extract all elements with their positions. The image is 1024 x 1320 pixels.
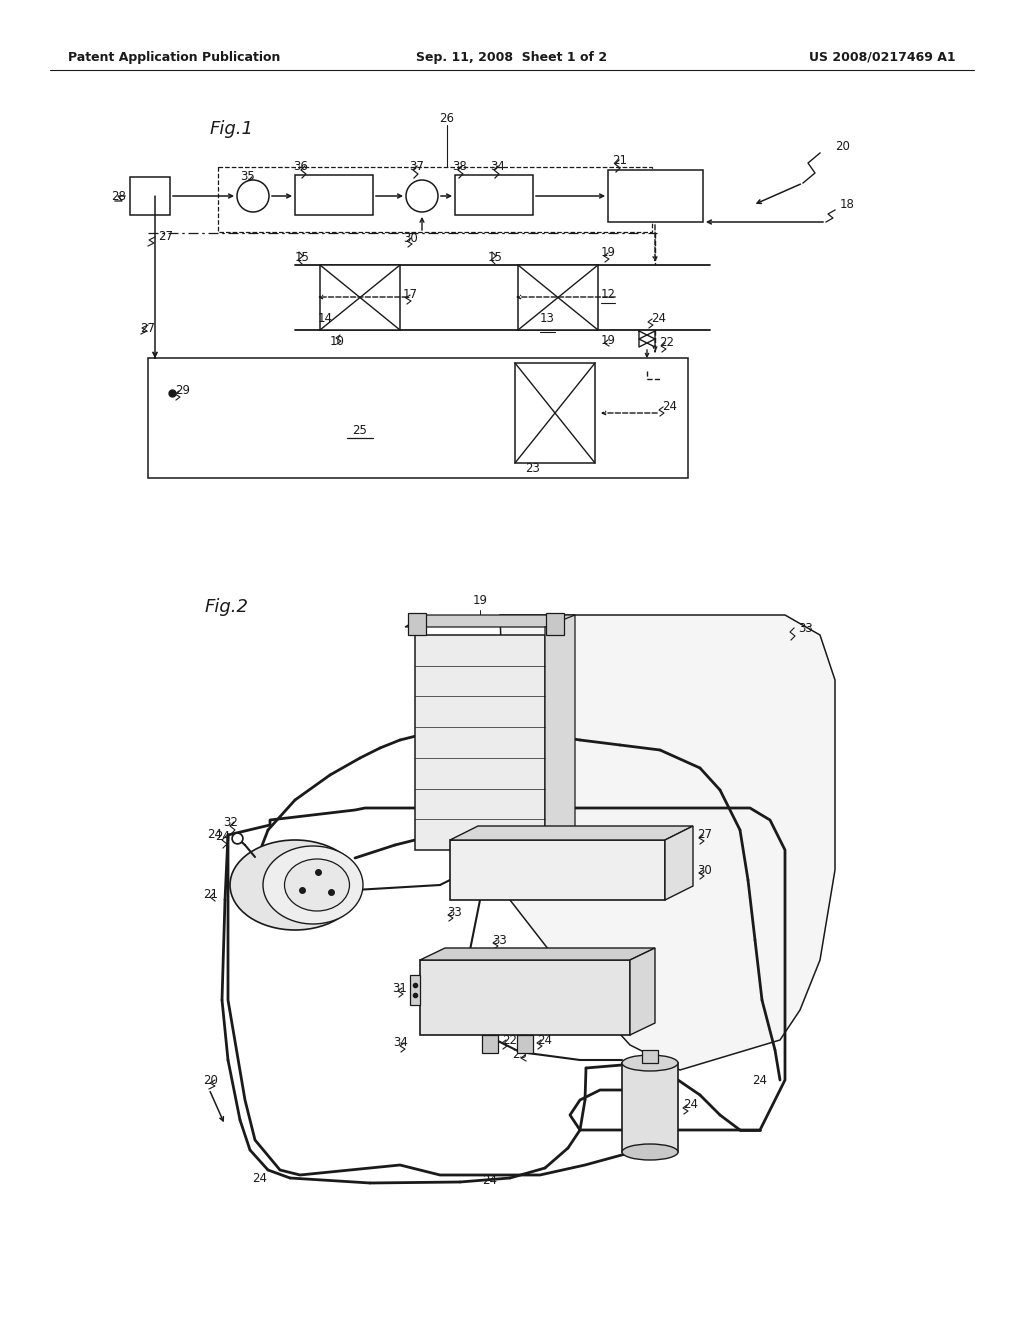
Text: 30: 30 [403,231,418,244]
Text: 27: 27 [140,322,155,334]
Ellipse shape [230,840,360,931]
Bar [130,177,170,215]
Text: 24: 24 [683,1098,698,1111]
Text: 21: 21 [612,153,627,166]
Text: 26: 26 [439,111,455,124]
Text: 28: 28 [112,190,126,202]
Text: Patent Application Publication: Patent Application Publication [68,50,281,63]
Text: 15: 15 [488,251,503,264]
Text: 22: 22 [659,337,674,350]
Text: 32: 32 [223,816,238,829]
Text: 29: 29 [175,384,190,397]
Text: 34: 34 [490,160,505,173]
Polygon shape [420,960,630,1035]
Polygon shape [517,1035,534,1053]
Text: −: − [416,195,425,206]
Text: 35: 35 [240,170,255,183]
Bar [546,612,564,635]
Polygon shape [406,615,575,627]
Text: 19: 19 [472,594,487,607]
Ellipse shape [622,1055,678,1071]
Text: 23: 23 [513,1048,527,1061]
Text: 38: 38 [452,160,467,173]
Text: 27: 27 [158,231,173,243]
Text: 36: 36 [293,160,308,173]
Text: 27: 27 [697,829,712,842]
Text: 34: 34 [393,1036,408,1049]
Circle shape [406,180,438,213]
Ellipse shape [622,1144,678,1160]
Text: US 2008/0217469 A1: US 2008/0217469 A1 [809,50,956,63]
Polygon shape [420,948,655,960]
Polygon shape [500,615,835,1071]
Text: 26: 26 [550,863,564,876]
Text: 10: 10 [330,335,345,348]
Polygon shape [642,1049,658,1063]
Text: 24: 24 [662,400,677,413]
Ellipse shape [263,846,362,924]
Bar [515,363,595,463]
Text: 22: 22 [502,1034,517,1047]
Text: Fig.1: Fig.1 [210,120,254,139]
Bar [455,176,534,215]
Polygon shape [415,635,545,850]
Text: 33: 33 [493,933,507,946]
Ellipse shape [285,859,349,911]
Text: −: − [239,193,249,206]
Polygon shape [665,826,693,900]
Text: 31: 31 [392,982,407,994]
Text: 24: 24 [207,829,222,842]
Bar [295,176,373,215]
Bar [319,265,400,330]
Text: 20: 20 [203,1073,218,1086]
Polygon shape [450,826,693,840]
Bar [148,358,688,478]
Text: Sep. 11, 2008  Sheet 1 of 2: Sep. 11, 2008 Sheet 1 of 2 [417,50,607,63]
Polygon shape [622,1063,678,1152]
Polygon shape [630,948,655,1035]
Text: 13: 13 [540,312,555,325]
Text: 17: 17 [403,289,418,301]
Bar [218,168,652,232]
Text: +: + [248,186,258,198]
Text: 30: 30 [697,863,712,876]
Bar [408,612,426,635]
Text: 14: 14 [318,312,333,325]
Text: 24: 24 [752,1073,767,1086]
Text: 21: 21 [203,888,218,902]
Text: 24: 24 [253,1172,267,1184]
Text: 24: 24 [537,1034,552,1047]
Text: 24: 24 [215,829,230,842]
Text: 19: 19 [601,334,616,346]
Text: 24: 24 [651,313,666,326]
Text: 37: 37 [409,160,424,173]
Text: 15: 15 [295,251,310,264]
Text: Fig.2: Fig.2 [205,598,249,616]
Text: 33: 33 [447,906,463,919]
Text: 18: 18 [840,198,855,211]
Text: 20: 20 [835,140,850,153]
Polygon shape [545,615,575,850]
Text: 24: 24 [482,1173,498,1187]
Text: 12: 12 [601,289,616,301]
Text: +: + [417,186,427,198]
Bar [608,170,703,222]
Text: 25: 25 [352,424,368,437]
Polygon shape [410,975,420,1005]
Polygon shape [450,840,665,900]
Text: 33: 33 [798,622,813,635]
Text: 19: 19 [601,247,616,260]
Bar [518,265,598,330]
Polygon shape [482,1035,498,1053]
Text: 23: 23 [525,462,540,475]
Circle shape [237,180,269,213]
